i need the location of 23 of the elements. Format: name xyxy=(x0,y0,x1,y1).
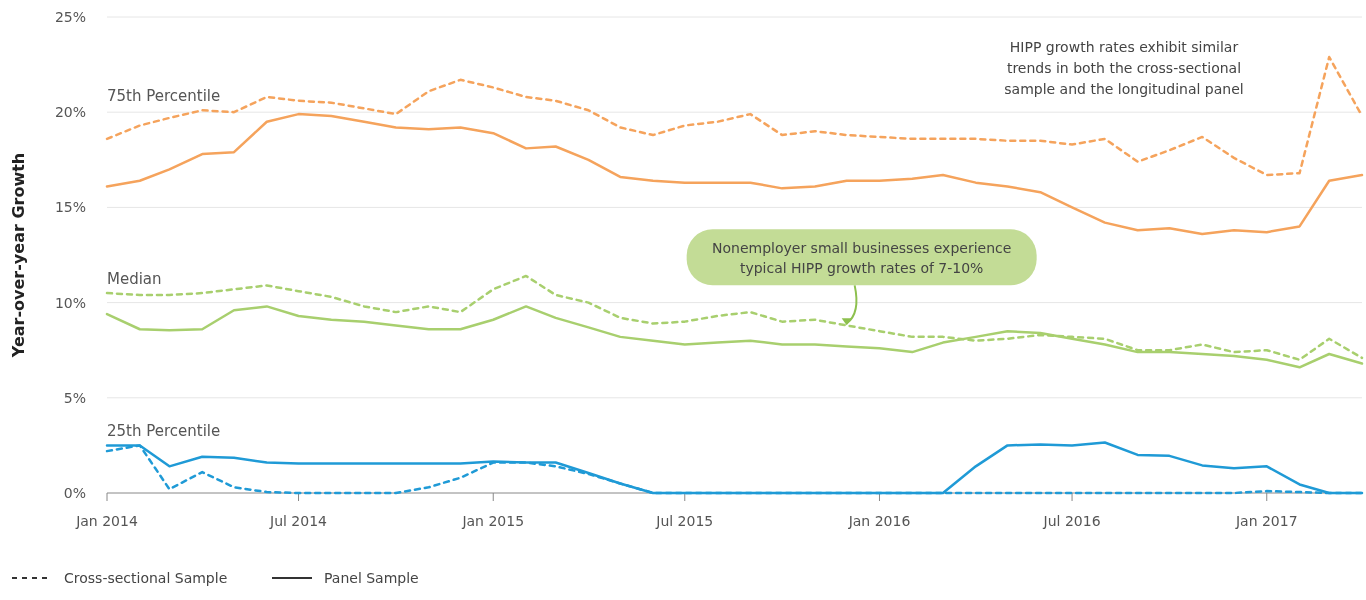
x-tick-label: Jan 2017 xyxy=(1234,513,1298,529)
x-tick-label: Jan 2015 xyxy=(461,513,525,529)
y-tick-label: 5% xyxy=(63,389,86,406)
annotation: HIPP growth rates exhibit similar trends in both the cross-sectional sample and the longitudinal panel xyxy=(1004,39,1244,97)
x-tick-label: Jul 2014 xyxy=(269,513,328,529)
series-label: Median xyxy=(107,270,162,289)
text: Cross-sectional Sample xyxy=(64,570,228,586)
line-series xyxy=(105,112,1364,236)
x-tick-label: Jan 2016 xyxy=(847,513,911,529)
line-series xyxy=(105,55,1364,177)
y-tick-label: 25% xyxy=(54,9,86,25)
y-tick-label: 15% xyxy=(54,199,86,216)
series-label: 25th Percentile xyxy=(107,422,221,441)
x-tick-label: Jan 2014 xyxy=(75,513,138,529)
x-tick-label: Jul 2015 xyxy=(655,513,714,529)
y-tick-label: 20% xyxy=(54,104,86,121)
y-tick-label: 0% xyxy=(63,485,86,501)
text: 75th Percentile xyxy=(107,87,221,106)
x-tick-label: Jul 2016 xyxy=(1042,513,1101,529)
text: Panel Sample xyxy=(324,570,419,586)
annotation: Nonemployer small businesses experience typical HIPP growth rates of 7-10% xyxy=(712,240,1012,277)
y-axis-title: Year-over-year Growth xyxy=(9,152,28,359)
y-tick-label: 10% xyxy=(54,294,86,311)
